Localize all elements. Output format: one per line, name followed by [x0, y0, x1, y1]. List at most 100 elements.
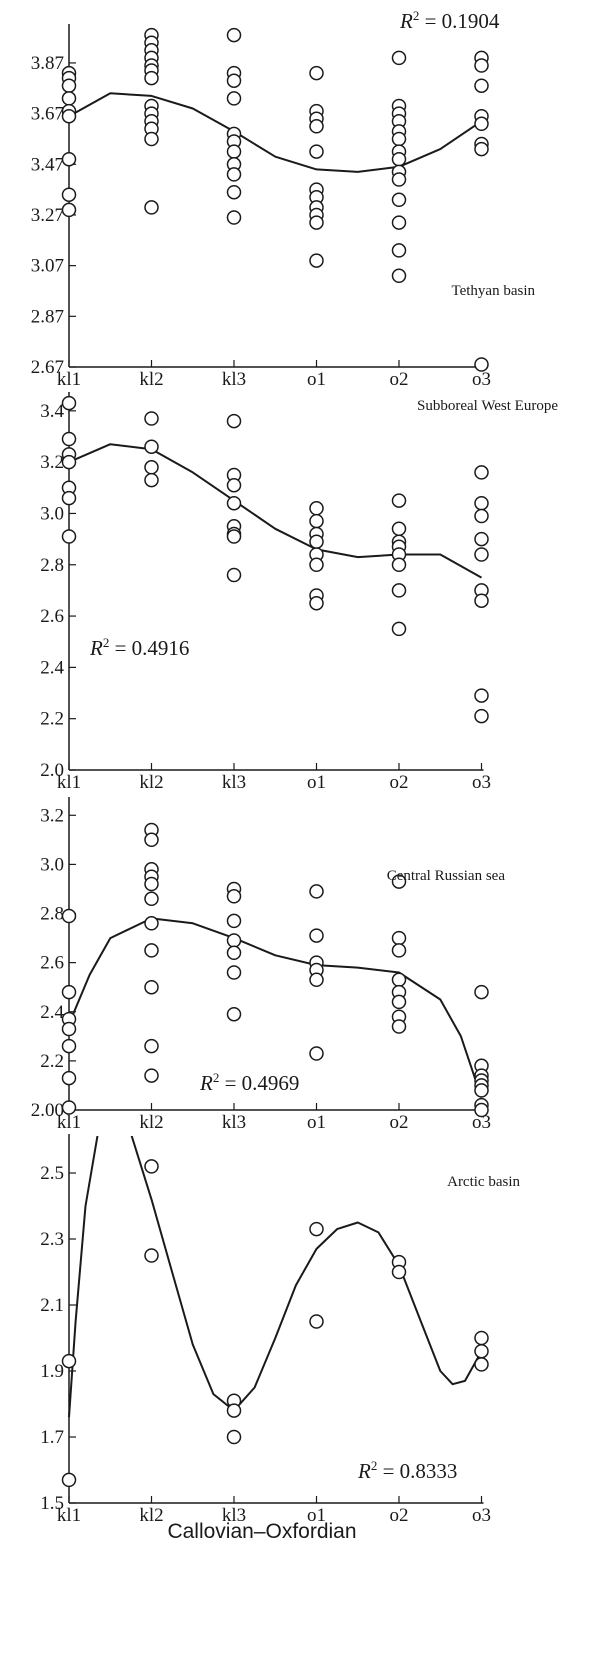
x-tick-label: o2 [390, 772, 409, 793]
data-point [393, 244, 406, 257]
data-point [393, 944, 406, 957]
data-point [145, 878, 158, 891]
data-point [310, 885, 323, 898]
data-point [310, 515, 323, 528]
data-point [228, 569, 241, 582]
y-tick-label: 2.3 [40, 1229, 64, 1250]
y-tick-label: 2.2 [40, 1051, 64, 1072]
data-point [475, 1104, 488, 1117]
r-squared-symbol: R [399, 9, 413, 33]
trend-line [69, 93, 482, 172]
x-tick-label: o1 [307, 1112, 326, 1133]
data-point [310, 1315, 323, 1328]
data-point [63, 1023, 76, 1036]
data-point [145, 1160, 158, 1173]
x-tick-label: kl1 [57, 369, 81, 390]
data-point [145, 133, 158, 146]
data-point [393, 584, 406, 597]
data-point [63, 203, 76, 216]
data-point [63, 110, 76, 123]
x-tick-label: o3 [472, 369, 491, 390]
y-tick-label: 3.67 [31, 104, 64, 125]
data-point [228, 186, 241, 199]
data-point [475, 358, 488, 371]
data-point [475, 117, 488, 130]
chart-panel-1: 2.67 2.87 3.07 3.27 3.47 3.67 3.87 kl1 kl2 kl3 o1 o… [31, 8, 536, 390]
y-tick-label: 3.2 [40, 452, 64, 473]
data-point [393, 1266, 406, 1279]
x-tick-label: kl2 [139, 1112, 163, 1133]
data-point [393, 193, 406, 206]
data-point [475, 510, 488, 523]
data-point [393, 269, 406, 282]
data-point [475, 533, 488, 546]
data-point [228, 74, 241, 87]
data-point [145, 981, 158, 994]
y-tick-label: 3.47 [31, 154, 64, 175]
y-tick-label: 2.2 [40, 709, 64, 730]
data-point [228, 1404, 241, 1417]
chart-panel-3: 2.002.22.42.62.83.03.2kl1 kl2 kl3 o1 o2 o3Cen… [31, 797, 506, 1133]
y-tick-label: 1.7 [40, 1427, 64, 1448]
data-point [475, 59, 488, 72]
data-point [393, 932, 406, 945]
data-point [393, 973, 406, 986]
data-point [63, 1355, 76, 1368]
y-tick-label: 2.8 [40, 555, 64, 576]
x-tick-label: o2 [390, 1505, 409, 1526]
y-tick-label: 3.87 [31, 53, 64, 74]
r-squared-value: = 0.4916 [109, 636, 189, 660]
region-label: Subboreal West Europe [417, 398, 558, 414]
data-point [63, 1473, 76, 1486]
data-point [475, 1358, 488, 1371]
data-point [310, 67, 323, 80]
data-point [63, 1040, 76, 1053]
data-point [145, 440, 158, 453]
data-point [63, 456, 76, 469]
data-point [310, 216, 323, 229]
data-point [393, 995, 406, 1008]
data-point [393, 133, 406, 146]
y-tick-label: 2.4 [40, 1002, 64, 1023]
data-point [310, 929, 323, 942]
data-point [145, 201, 158, 214]
data-point [228, 29, 241, 42]
x-tick-label: o3 [472, 772, 491, 793]
data-point [228, 145, 241, 158]
data-point [63, 530, 76, 543]
data-point [63, 433, 76, 446]
data-point [310, 254, 323, 267]
data-point [393, 558, 406, 571]
data-point [310, 973, 323, 986]
data-point [475, 710, 488, 723]
data-point [228, 966, 241, 979]
data-point [393, 1020, 406, 1033]
data-point [475, 79, 488, 92]
x-tick-label: o3 [472, 1505, 491, 1526]
y-tick-label: 3.2 [40, 805, 64, 826]
x-tick-label: kl1 [57, 1505, 81, 1526]
data-point [63, 79, 76, 92]
r-squared-symbol: R [89, 636, 103, 660]
data-point [63, 92, 76, 105]
x-tick-label: kl3 [222, 1112, 246, 1133]
data-point [310, 1223, 323, 1236]
y-tick-label: 2.4 [40, 657, 64, 678]
data-point [63, 986, 76, 999]
r-squared-value: = 0.8333 [377, 1459, 457, 1483]
data-point [393, 522, 406, 535]
r-squared-label: R2 = 0.4916 [89, 635, 189, 660]
data-point [63, 153, 76, 166]
data-point [145, 833, 158, 846]
x-tick-label: kl3 [222, 369, 246, 390]
y-tick-label: 2.1 [40, 1295, 64, 1316]
data-point [63, 397, 76, 410]
data-point [145, 72, 158, 85]
x-tick-label: kl1 [57, 772, 81, 793]
data-point [228, 946, 241, 959]
data-point [475, 1345, 488, 1358]
data-point [310, 120, 323, 133]
data-point [475, 548, 488, 561]
r-squared-value: = 0.1904 [419, 9, 500, 33]
data-point [310, 1047, 323, 1060]
